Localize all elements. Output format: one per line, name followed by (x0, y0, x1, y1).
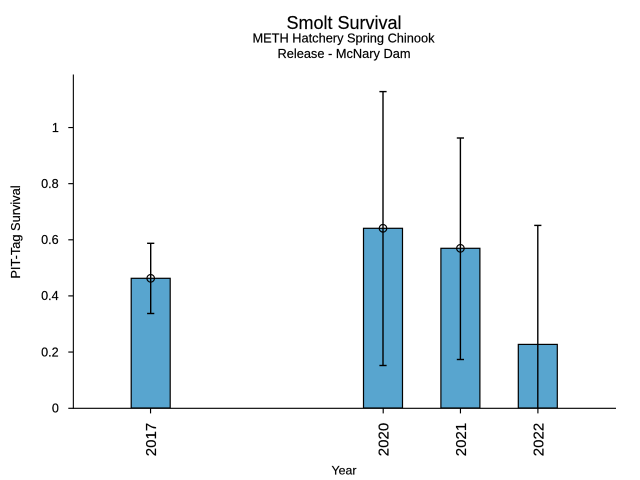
svg-text:0.2: 0.2 (41, 345, 59, 359)
svg-text:0.6: 0.6 (41, 233, 59, 247)
svg-text:Year: Year (331, 463, 356, 477)
svg-text:2020: 2020 (376, 423, 393, 456)
svg-text:2021: 2021 (453, 423, 470, 456)
svg-text:Release - McNary Dam: Release - McNary Dam (278, 46, 411, 61)
svg-text:Smolt Survival: Smolt Survival (286, 13, 401, 33)
svg-text:2022: 2022 (530, 423, 547, 456)
svg-text:2017: 2017 (143, 423, 160, 456)
svg-text:1: 1 (52, 121, 59, 135)
svg-text:0: 0 (52, 402, 59, 416)
svg-text:0.8: 0.8 (41, 177, 59, 191)
svg-text:PIT-Tag Survival: PIT-Tag Survival (8, 185, 23, 278)
svg-text:0.4: 0.4 (41, 289, 59, 303)
svg-text:METH Hatchery Spring Chinook: METH Hatchery Spring Chinook (252, 30, 435, 45)
